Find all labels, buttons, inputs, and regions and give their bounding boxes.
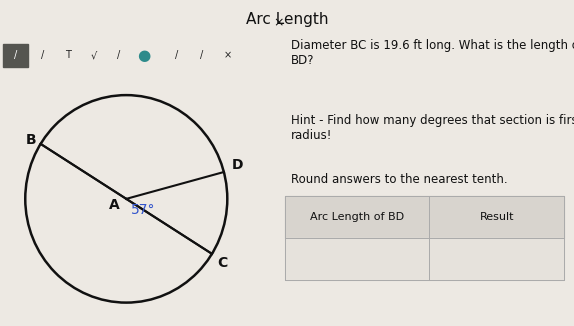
Text: A: A [108,198,119,212]
Text: ×: × [273,16,284,29]
Text: /: / [175,51,179,60]
Text: ●: ● [139,51,148,60]
Text: /: / [14,51,17,60]
Bar [2,44,28,67]
Text: ●: ● [137,48,150,63]
Text: 57°: 57° [131,203,156,217]
Text: /: / [200,51,204,60]
Text: ×: × [223,51,231,60]
Text: Arc Length: Arc Length [246,12,328,27]
Text: C: C [217,256,227,270]
Text: √: √ [90,51,96,60]
Text: B: B [25,133,36,147]
Text: Result: Result [480,212,514,222]
Bar [285,238,564,280]
Text: Round answers to the nearest tenth.: Round answers to the nearest tenth. [291,173,508,186]
Text: Hint - Find how many degrees that section is first and the
radius!: Hint - Find how many degrees that sectio… [291,114,574,142]
Text: /: / [41,51,45,60]
Bar [285,196,564,238]
Text: Arc Length of BD: Arc Length of BD [310,212,404,222]
Text: /: / [117,51,121,60]
Text: T: T [65,51,71,60]
Text: Diameter BC is 19.6 ft long. What is the length of minor arc
BD?: Diameter BC is 19.6 ft long. What is the… [291,39,574,67]
Text: D: D [231,158,243,172]
